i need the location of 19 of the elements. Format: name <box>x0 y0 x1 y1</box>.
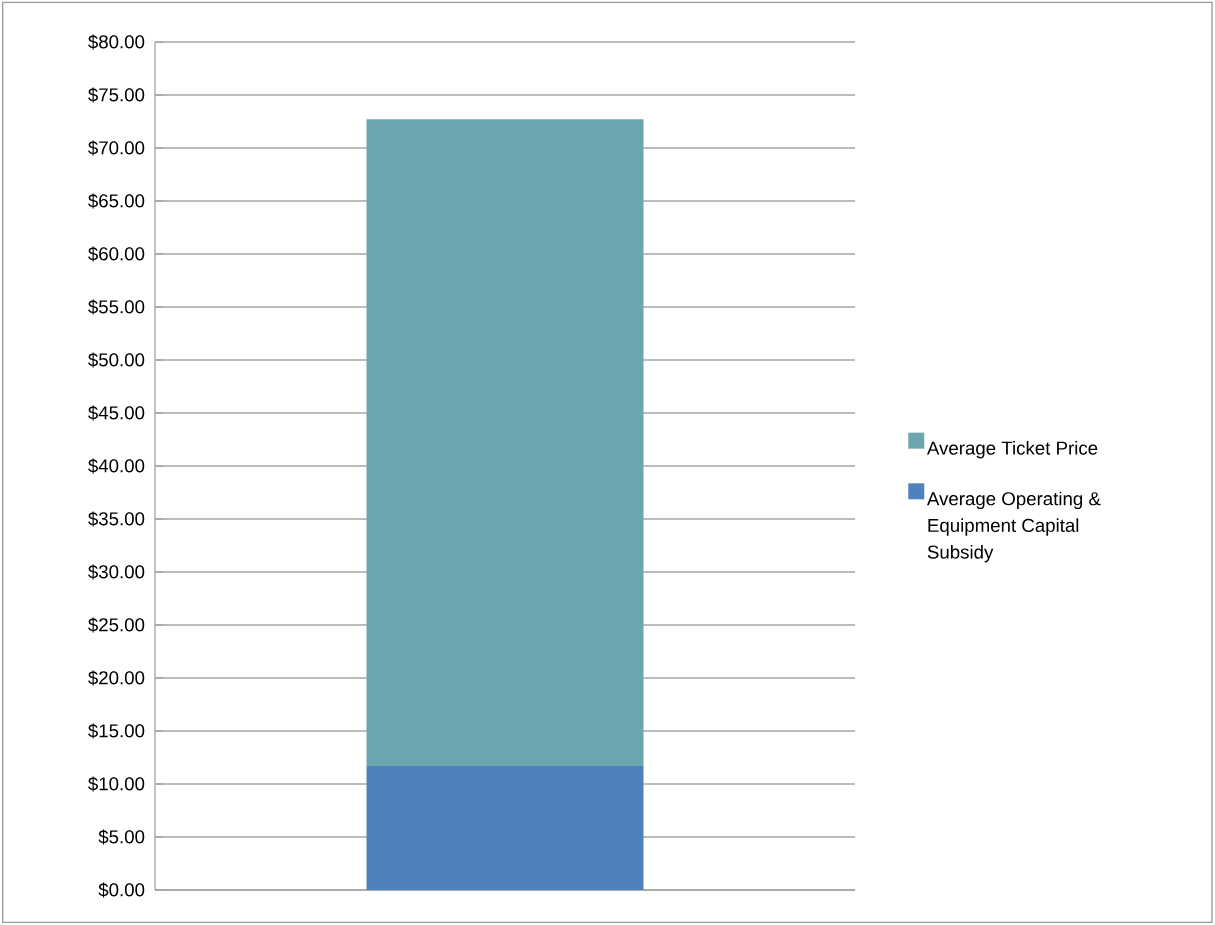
y-tick-label: $10.00 <box>88 776 145 792</box>
legend-label: Average Ticket Price <box>926 440 1098 459</box>
y-tick-label: $80.00 <box>88 34 145 50</box>
y-tick-label: $40.00 <box>88 458 145 474</box>
y-tick-label: $20.00 <box>88 670 145 686</box>
legend-label: Average Operating & Equipment Capital Subsidy <box>926 491 1101 563</box>
y-tick-label: $5.00 <box>98 829 145 845</box>
y-tick-label: $35.00 <box>88 511 145 527</box>
y-tick-label: $70.00 <box>88 140 145 156</box>
y-tick-label: $60.00 <box>88 246 145 262</box>
y-tick-label: $30.00 <box>88 564 145 580</box>
y-tick-label: $55.00 <box>88 299 145 315</box>
y-tick-label: $15.00 <box>88 723 145 739</box>
y-tick-label: $45.00 <box>88 405 145 421</box>
y-tick-label: $50.00 <box>88 352 145 368</box>
y-tick-label: $25.00 <box>88 617 145 633</box>
y-tick-label: $65.00 <box>88 193 145 209</box>
y-tick-label: $0.00 <box>98 882 145 898</box>
y-tick-label: $75.00 <box>88 87 145 103</box>
